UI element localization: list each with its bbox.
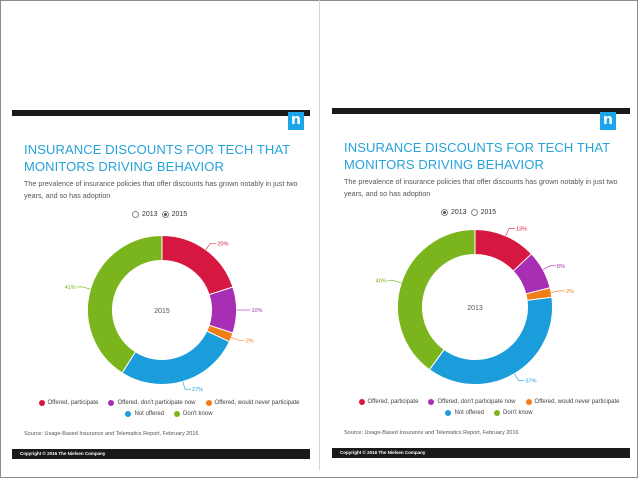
slice-data-label: 40%: [376, 279, 387, 285]
legend-swatch: [205, 400, 212, 406]
donut-slice[interactable]: [397, 228, 476, 371]
legend-swatch: [445, 410, 452, 416]
legend-row: Not offered Don't know: [24, 411, 314, 417]
legend-item[interactable]: Offered, would never participate: [525, 399, 620, 405]
source-note: Source: Usage-Based Insurance and Telema…: [344, 430, 519, 436]
legend-label: Not offered: [454, 410, 485, 416]
chart-title: INSURANCE DISCOUNTS FOR TECH THAT MONITO…: [344, 139, 624, 173]
donut-slice[interactable]: [87, 234, 163, 374]
legend-label: Don't know: [183, 411, 213, 417]
donut-slice[interactable]: [121, 330, 231, 385]
label-leader-line: [505, 228, 515, 236]
label-leader-line: [551, 290, 565, 293]
chart-subtitle: The prevalence of insurance policies tha…: [344, 177, 618, 198]
radio-label: 2013: [142, 211, 158, 218]
slice-data-label: 37%: [526, 379, 537, 385]
slice-data-label: 2%: [246, 338, 254, 344]
legend-row: Offered, participate Offered, don't part…: [24, 400, 314, 406]
panel-2015: n INSURANCE DISCOUNTS FOR TECH THAT MONI…: [12, 0, 320, 470]
label-leader-line: [76, 286, 91, 290]
legend-row: Not offered Don't know: [344, 410, 634, 416]
legend-item[interactable]: Offered, don't participate now: [428, 399, 516, 405]
source-note: Source: Usage-Based Insurance and Telema…: [24, 431, 199, 437]
chart-title: INSURANCE DISCOUNTS FOR TECH THAT MONITO…: [24, 141, 304, 175]
legend-item[interactable]: Offered, would never participate: [205, 400, 300, 406]
copyright-footer: Copyright © 2016 The Nielsen Company: [332, 448, 630, 458]
legend-row: Offered, participate Offered, don't part…: [344, 399, 634, 405]
legend-swatch: [108, 400, 115, 406]
legend-item[interactable]: Offered, don't participate now: [108, 400, 196, 406]
copyright-footer: Copyright © 2016 The Nielsen Company: [12, 449, 310, 459]
radio-label: 2015: [480, 209, 497, 216]
panel-2013: n INSURANCE DISCOUNTS FOR TECH THAT MONI…: [320, 0, 640, 480]
legend-item[interactable]: Don't know: [174, 411, 213, 417]
legend-swatch: [428, 399, 435, 405]
legend-label: Don't know: [503, 410, 533, 416]
legend-label: Offered, would never participate: [214, 400, 300, 406]
label-leader-line: [387, 280, 402, 284]
label-leader-line: [182, 381, 192, 390]
legend-label: Offered, would never participate: [534, 399, 620, 405]
legend-label: Offered, participate: [367, 399, 419, 405]
title-line-1: INSURANCE DISCOUNTS FOR TECH THAT: [344, 140, 611, 155]
slice-data-label: 2%: [566, 289, 574, 295]
radio-dot: [470, 209, 478, 216]
legend-swatch: [358, 399, 365, 405]
legend-swatch: [494, 410, 501, 416]
panel-divider: [319, 0, 320, 470]
slice-data-label: 20%: [217, 241, 228, 247]
legend-label: Offered, don't participate now: [437, 399, 516, 405]
legend-item[interactable]: Offered, participate: [358, 399, 419, 405]
legend-swatch: [125, 411, 132, 417]
slice-data-label: 13%: [516, 227, 527, 233]
donut-slice[interactable]: [428, 296, 553, 385]
chart-subtitle: The prevalence of insurance policies tha…: [24, 179, 298, 200]
slice-data-label: 10%: [252, 308, 263, 314]
radio-dot: [161, 211, 169, 218]
chart-legend: Offered, participate Offered, don't part…: [24, 400, 314, 422]
legend-item[interactable]: Not offered: [445, 410, 484, 416]
legend-item[interactable]: Not offered: [125, 411, 164, 417]
legend-swatch: [38, 400, 45, 406]
legend-item[interactable]: Offered, participate: [38, 400, 99, 406]
label-leader-line: [542, 265, 556, 270]
year-toggle: 2013 2015: [132, 211, 187, 218]
slice-data-label: 41%: [65, 285, 76, 291]
chart-legend: Offered, participate Offered, don't part…: [344, 399, 634, 421]
title-line-2: MONITORS DRIVING BEHAVIOR: [24, 159, 224, 174]
slice-data-label: 8%: [557, 264, 565, 270]
donut-center-label: 2013: [467, 305, 483, 312]
legend-swatch: [525, 399, 532, 405]
donut-chart-2015: 20% 10% 2% 27% 41% 2015: [65, 234, 263, 393]
donut-center-label: 2015: [154, 308, 170, 315]
top-bar: [332, 108, 630, 114]
radio-2015[interactable]: 2015: [470, 209, 497, 216]
legend-swatch: [174, 411, 181, 417]
legend-item[interactable]: Don't know: [494, 410, 533, 416]
label-leader-line: [231, 337, 245, 341]
legend-label: Not offered: [134, 411, 165, 417]
label-leader-line: [205, 242, 217, 250]
nielsen-logo-icon: n: [288, 112, 304, 130]
label-leader-line: [514, 373, 525, 381]
radio-2013[interactable]: 2013: [441, 209, 467, 216]
radio-2015[interactable]: 2015: [161, 211, 188, 218]
nielsen-logo-icon: n: [600, 112, 616, 130]
donut-chart-2013: 13% 8% 2% 37% 40% 2013: [376, 227, 574, 385]
legend-label: Offered, don't participate now: [117, 400, 196, 406]
radio-label: 2013: [451, 209, 467, 216]
year-toggle: 2013 2015: [441, 209, 496, 216]
legend-label: Offered, participate: [47, 400, 99, 406]
radio-dot: [441, 209, 448, 216]
top-bar: [12, 110, 310, 116]
radio-label: 2015: [171, 211, 188, 218]
radio-2013[interactable]: 2013: [132, 211, 158, 218]
radio-dot: [132, 211, 139, 218]
title-line-1: INSURANCE DISCOUNTS FOR TECH THAT: [24, 142, 291, 157]
slice-data-label: 27%: [192, 387, 203, 393]
title-line-2: MONITORS DRIVING BEHAVIOR: [344, 157, 544, 172]
